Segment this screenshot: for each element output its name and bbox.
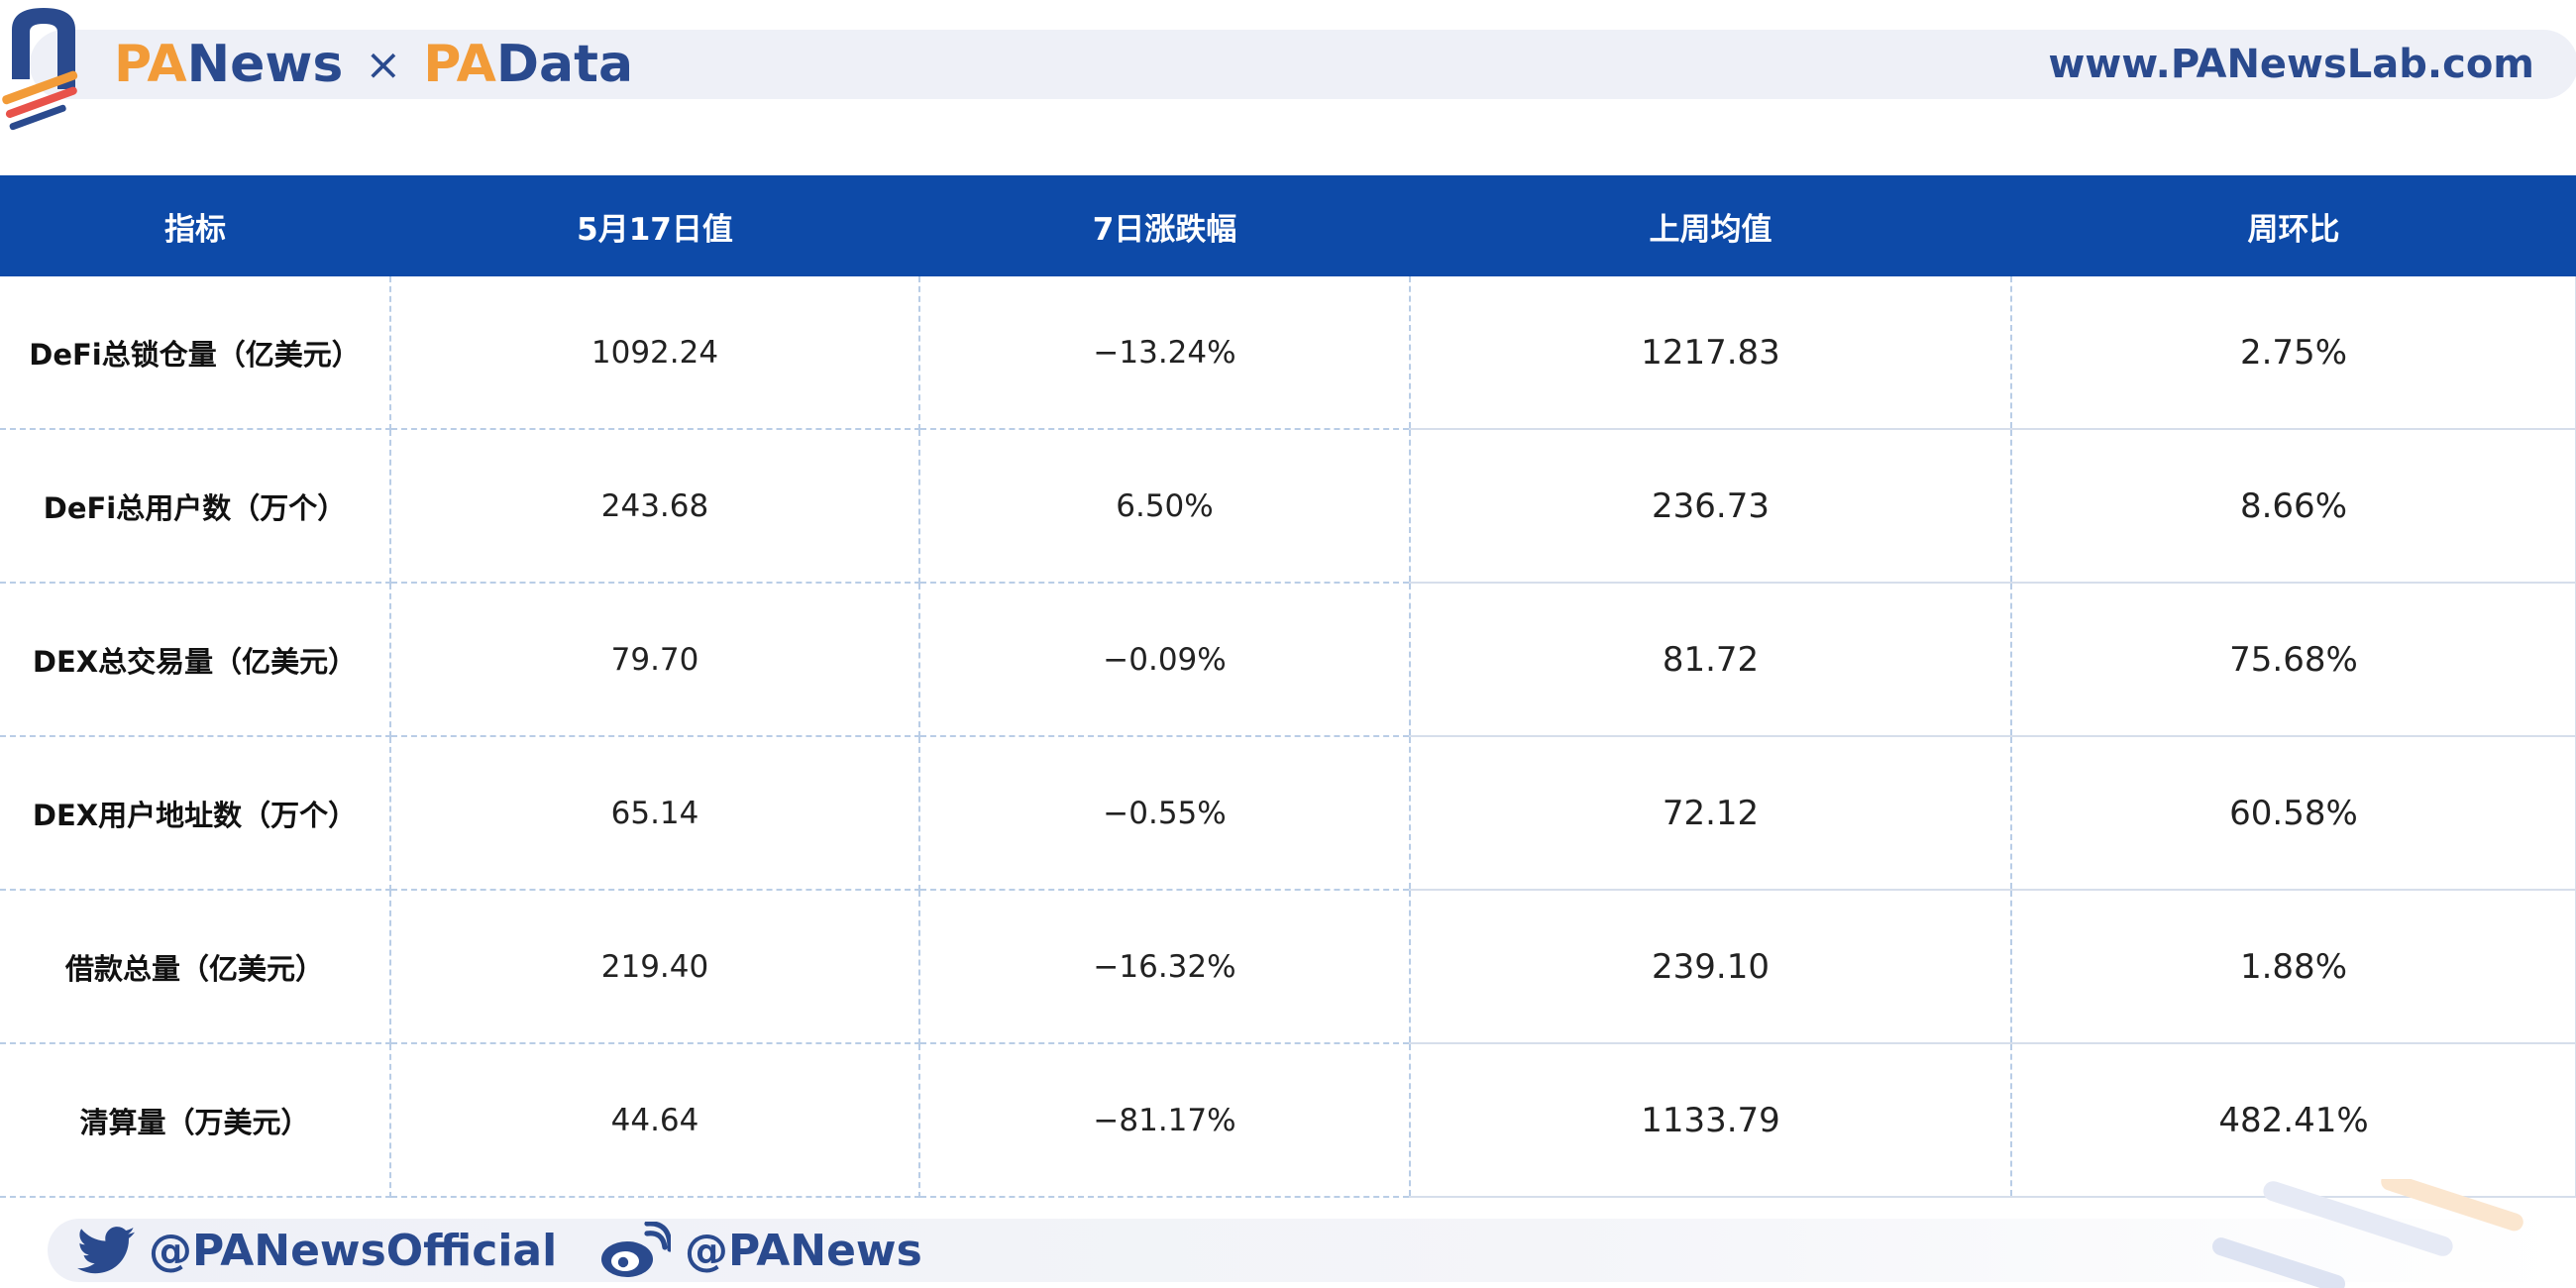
metric-name-cell: DEX总交易量（亿美元）	[0, 583, 391, 737]
wow-cell: 8.66%	[2011, 429, 2576, 584]
wow-cell: 2.75%	[2011, 276, 2576, 430]
table-row: 清算量（万美元） 44.64 −81.17% 1133.79 482.41%	[0, 1043, 2576, 1198]
change-7d-cell: −0.09%	[919, 583, 1411, 737]
site-url-link[interactable]: www.PANewsLab.com	[2048, 42, 2534, 87]
column-header-metric: 指标	[0, 175, 390, 276]
weibo-icon	[601, 1222, 671, 1277]
change-7d-cell: 6.50%	[919, 429, 1411, 584]
may17-value-cell: 1092.24	[390, 276, 920, 430]
column-header-7d-change: 7日涨跌幅	[919, 175, 1410, 276]
table-row: DEX用户地址数（万个） 65.14 −0.55% 72.12 60.58%	[0, 736, 2576, 891]
last-week-avg-cell: 72.12	[1410, 736, 2012, 891]
decorative-stripes	[2211, 1179, 2523, 1288]
change-7d-cell: −16.32%	[919, 890, 1411, 1044]
change-7d-cell: −13.24%	[919, 276, 1411, 430]
last-week-avg-cell: 236.73	[1410, 429, 2012, 584]
brand-padata-suffix: Data	[495, 35, 634, 94]
table-header-row: 指标 5月17日值 7日涨跌幅 上周均值 周环比	[0, 175, 2576, 276]
metric-name-cell: DeFi总用户数（万个）	[0, 429, 391, 584]
may17-value-cell: 243.68	[390, 429, 920, 584]
table-row: DeFi总锁仓量（亿美元） 1092.24 −13.24% 1217.83 2.…	[0, 276, 2576, 430]
last-week-avg-cell: 81.72	[1410, 583, 2012, 737]
may17-value-cell: 65.14	[390, 736, 920, 891]
brand-title: PANews × PAData	[114, 30, 633, 99]
wow-cell: 75.68%	[2011, 583, 2576, 737]
defi-metrics-table: 指标 5月17日值 7日涨跌幅 上周均值 周环比 DeFi总锁仓量（亿美元） 1…	[0, 175, 2576, 1198]
weibo-link[interactable]: @PANews	[599, 1219, 922, 1282]
twitter-link[interactable]: @PANewsOfficial	[77, 1219, 557, 1282]
may17-value-cell: 79.70	[390, 583, 920, 737]
wow-cell: 60.58%	[2011, 736, 2576, 891]
metric-name-cell: 清算量（万美元）	[0, 1043, 391, 1198]
footer-bar	[48, 1219, 2564, 1282]
change-7d-cell: −0.55%	[919, 736, 1411, 891]
table-row: DEX总交易量（亿美元） 79.70 −0.09% 81.72 75.68%	[0, 583, 2576, 737]
twitter-handle: @PANewsOfficial	[149, 1225, 558, 1276]
may17-value-cell: 44.64	[390, 1043, 920, 1198]
header-bar	[30, 30, 2576, 99]
table-row: 借款总量（亿美元） 219.40 −16.32% 239.10 1.88%	[0, 890, 2576, 1044]
brand-panews-prefix: PA	[114, 35, 187, 94]
last-week-avg-cell: 1217.83	[1410, 276, 2012, 430]
last-week-avg-cell: 239.10	[1410, 890, 2012, 1044]
column-header-wow: 周环比	[2011, 175, 2576, 276]
brand-separator: ×	[365, 39, 402, 90]
column-header-may17-value: 5月17日值	[390, 175, 919, 276]
last-week-avg-cell: 1133.79	[1410, 1043, 2012, 1198]
twitter-icon	[77, 1227, 135, 1274]
metric-name-cell: 借款总量（亿美元）	[0, 890, 391, 1044]
change-7d-cell: −81.17%	[919, 1043, 1411, 1198]
brand-panews-suffix: News	[186, 35, 344, 94]
panews-logo-icon	[2, 8, 78, 131]
table-row: DeFi总用户数（万个） 243.68 6.50% 236.73 8.66%	[0, 429, 2576, 584]
wow-cell: 1.88%	[2011, 890, 2576, 1044]
column-header-last-week-avg: 上周均值	[1410, 175, 2011, 276]
metric-name-cell: DeFi总锁仓量（亿美元）	[0, 276, 391, 430]
brand-padata-prefix: PA	[423, 35, 496, 94]
weibo-handle: @PANews	[685, 1225, 922, 1276]
metric-name-cell: DEX用户地址数（万个）	[0, 736, 391, 891]
may17-value-cell: 219.40	[390, 890, 920, 1044]
wow-cell: 482.41%	[2011, 1043, 2576, 1198]
